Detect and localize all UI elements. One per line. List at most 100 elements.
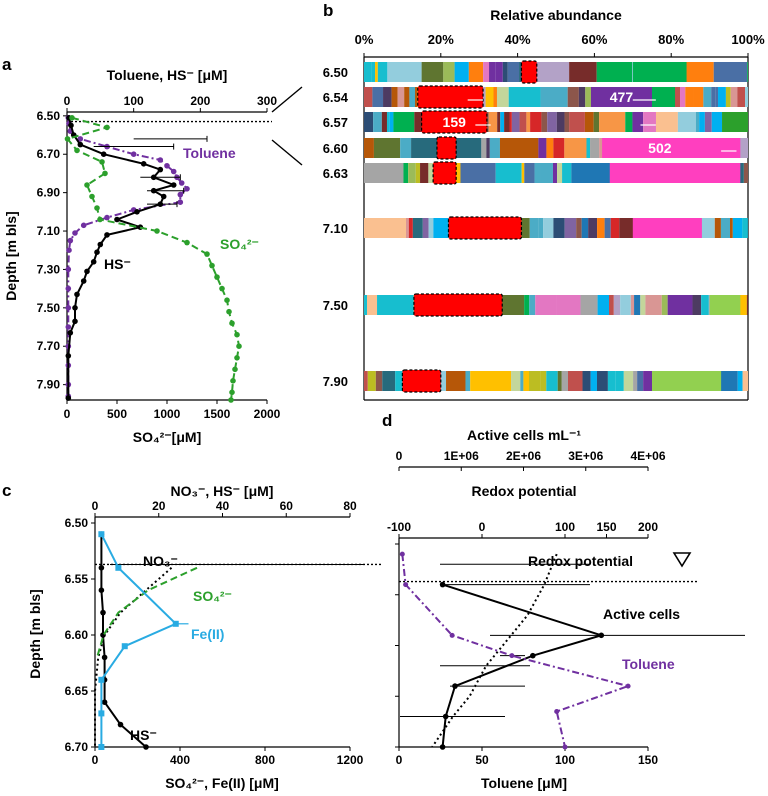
a-series-0-point bbox=[65, 266, 72, 273]
a-series-1-point bbox=[72, 318, 78, 325]
a-series-2-point bbox=[99, 159, 105, 165]
c-top-tick-label: 20 bbox=[152, 499, 166, 513]
b-segment bbox=[569, 112, 585, 132]
a-series-2-point bbox=[230, 378, 236, 384]
b-segment bbox=[584, 112, 594, 132]
c-y-tick-label: 6.65 bbox=[65, 684, 89, 698]
a-bottom-tick-label: 500 bbox=[107, 407, 127, 421]
d-bottom-axis-label: Toluene [μM] bbox=[481, 775, 567, 791]
a-series-1-point bbox=[134, 209, 140, 215]
d-series-2-line bbox=[401, 553, 632, 748]
b-segment bbox=[737, 87, 746, 107]
a-y-tick-label: 6.70 bbox=[37, 147, 61, 161]
b-segment bbox=[609, 295, 614, 315]
d-water-table-marker bbox=[672, 552, 692, 568]
b-segment bbox=[391, 87, 398, 107]
b-segment bbox=[414, 112, 424, 132]
b-segment bbox=[364, 87, 373, 107]
b-segment bbox=[730, 87, 738, 107]
b-segment bbox=[415, 163, 421, 183]
b-segment bbox=[547, 112, 557, 132]
b-segment bbox=[567, 87, 579, 107]
b-segment bbox=[643, 371, 653, 391]
b-segment bbox=[607, 371, 616, 391]
b-segment bbox=[704, 112, 712, 132]
d-top-tick-label: 4E+06 bbox=[630, 449, 665, 463]
b-depth-label: 6.50 bbox=[323, 65, 348, 80]
b-segment bbox=[556, 112, 565, 132]
b-highlight bbox=[417, 85, 484, 109]
b-large-segment bbox=[609, 163, 741, 183]
c-series-1-line bbox=[100, 534, 147, 748]
b-segment bbox=[524, 163, 535, 183]
a-top-axis-label: Toluene, HS⁻ [μM] bbox=[107, 67, 228, 83]
c-top-tick-label: 0 bbox=[92, 499, 99, 513]
a-series-0-point bbox=[67, 237, 74, 244]
a-series-0-point bbox=[177, 199, 184, 205]
c-label-fe: Fe(II) bbox=[191, 626, 224, 642]
a-series-0-point bbox=[65, 285, 72, 292]
b-segment bbox=[371, 62, 376, 82]
c-series-3-point bbox=[98, 676, 105, 683]
b-segment bbox=[580, 295, 598, 315]
c-y-tick-label: 6.60 bbox=[65, 628, 89, 642]
c-y-tick-label: 6.55 bbox=[65, 572, 89, 586]
b-tick-label: 100% bbox=[731, 32, 765, 47]
b-segment bbox=[534, 62, 570, 82]
b-segment bbox=[699, 112, 705, 132]
b-segment bbox=[677, 112, 696, 132]
a-series-2-point bbox=[204, 251, 210, 257]
panel-a: Toluene, HS⁻ [μM] 0 100 200 300 0 500 1000 1500 2… bbox=[3, 67, 303, 445]
d-top-tick-label: 0 bbox=[396, 449, 403, 463]
b-segment bbox=[454, 62, 469, 82]
b-segment bbox=[411, 138, 442, 158]
b-segment bbox=[615, 371, 624, 391]
b-segment bbox=[561, 371, 568, 391]
b-segment bbox=[519, 62, 522, 82]
d-mid-axis-label: Redox potential bbox=[471, 483, 576, 499]
b-segment bbox=[685, 87, 694, 107]
b-highlight bbox=[436, 136, 457, 160]
a-series-0-point bbox=[184, 186, 190, 192]
b-large-segment bbox=[709, 295, 741, 315]
b-segment bbox=[372, 87, 384, 107]
b-segment bbox=[680, 62, 714, 82]
panel-b: Relative abundance 0% 20% 40% 60% 80% 100% 6.50… bbox=[323, 7, 765, 401]
c-series-1-point bbox=[117, 721, 124, 728]
a-series-1-point bbox=[160, 193, 167, 200]
b-segment bbox=[588, 218, 598, 238]
b-tick-label: 40% bbox=[505, 32, 531, 47]
b-segment bbox=[397, 87, 405, 107]
b-title: Relative abundance bbox=[490, 7, 622, 23]
b-large-segment bbox=[652, 371, 722, 391]
b-segment bbox=[590, 138, 600, 158]
b-segment bbox=[578, 87, 586, 107]
a-series-1-point bbox=[97, 241, 104, 248]
b-segment bbox=[367, 371, 376, 391]
b-highlight bbox=[401, 369, 442, 393]
a-series-2-point bbox=[69, 115, 75, 121]
b-segment bbox=[483, 62, 490, 82]
c-bottom-tick-label: 1200 bbox=[337, 753, 364, 767]
b-segment bbox=[364, 112, 374, 132]
c-series-3-point bbox=[115, 564, 122, 571]
a-label-toluene: Toluene bbox=[183, 145, 236, 161]
b-segment bbox=[543, 218, 554, 238]
b-segment bbox=[552, 163, 558, 183]
a-series-2-point bbox=[219, 285, 225, 292]
b-segment bbox=[713, 62, 748, 82]
b-segment bbox=[692, 295, 702, 315]
c-bottom-tick-label: 400 bbox=[170, 753, 190, 767]
a-bottom-tick-label: 2000 bbox=[254, 407, 281, 421]
c-label-hs: HS⁻ bbox=[130, 727, 157, 743]
a-series-2-point bbox=[236, 343, 242, 350]
b-highlight bbox=[413, 293, 503, 317]
a-bottom-tick-label: 0 bbox=[64, 407, 71, 421]
b-segment bbox=[497, 112, 501, 132]
panel-letter-a: a bbox=[2, 55, 12, 74]
a-series-0-point bbox=[177, 191, 184, 198]
a-y-tick-label: 6.50 bbox=[37, 109, 61, 123]
b-segment bbox=[502, 62, 508, 82]
a-label-so4: SO₄²⁻ bbox=[220, 236, 259, 252]
